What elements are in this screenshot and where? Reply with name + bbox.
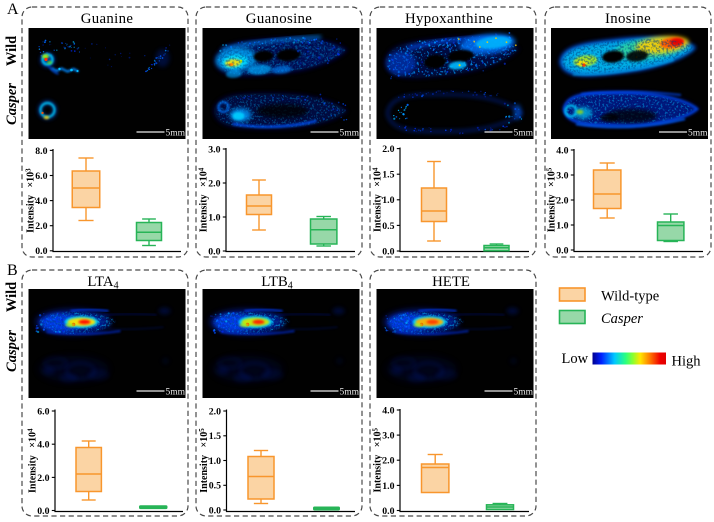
svg-text:Intensity ×105: Intensity ×105: [198, 428, 210, 493]
svg-text:3.0: 3.0: [382, 431, 394, 442]
svg-text:Low: Low: [562, 351, 589, 367]
svg-text:Casper: Casper: [4, 330, 20, 372]
svg-text:1.0: 1.0: [556, 220, 568, 231]
svg-text:5mm: 5mm: [340, 129, 360, 139]
svg-text:Intensity ×104: Intensity ×104: [371, 167, 383, 232]
svg-text:0.0: 0.0: [208, 246, 220, 257]
svg-text:Intensity ×104: Intensity ×104: [197, 167, 209, 232]
svg-text:3.0: 3.0: [208, 144, 220, 155]
svg-text:Intensity ×105: Intensity ×105: [371, 428, 383, 493]
svg-text:Wild: Wild: [4, 36, 20, 66]
svg-text:4.0: 4.0: [556, 145, 568, 156]
svg-text:1.0: 1.0: [208, 212, 220, 223]
svg-text:0.0: 0.0: [37, 506, 49, 517]
svg-text:4.0: 4.0: [382, 405, 394, 416]
svg-text:Intensity ×103: Intensity ×103: [24, 168, 36, 233]
svg-text:0.0: 0.0: [35, 246, 47, 257]
svg-text:2.0: 2.0: [382, 456, 394, 467]
svg-text:3.0: 3.0: [556, 170, 568, 181]
svg-text:Guanosine: Guanosine: [246, 11, 313, 27]
svg-text:5mm: 5mm: [688, 129, 708, 139]
svg-text:Guanine: Guanine: [81, 11, 134, 27]
svg-text:Intensity ×105: Intensity ×105: [545, 167, 557, 232]
svg-text:5mm: 5mm: [166, 388, 186, 398]
svg-text:Hypoxanthine: Hypoxanthine: [405, 11, 493, 27]
svg-text:2.0: 2.0: [37, 473, 49, 484]
svg-text:0.5: 0.5: [209, 481, 221, 492]
svg-text:2.0: 2.0: [209, 406, 221, 417]
svg-text:A: A: [7, 1, 19, 18]
svg-text:2.0: 2.0: [556, 195, 568, 206]
svg-text:8.0: 8.0: [35, 146, 47, 157]
svg-text:Inosine: Inosine: [605, 11, 651, 27]
svg-text:2.0: 2.0: [35, 221, 47, 232]
svg-text:Wild-type: Wild-type: [601, 289, 659, 305]
svg-text:4.0: 4.0: [37, 440, 49, 451]
svg-text:HETE: HETE: [432, 274, 470, 290]
svg-text:2.0: 2.0: [208, 178, 220, 189]
svg-text:0.5: 0.5: [382, 221, 394, 232]
svg-text:1.0: 1.0: [382, 195, 394, 206]
svg-text:LTA4: LTA4: [87, 274, 118, 292]
svg-text:1.5: 1.5: [209, 431, 221, 442]
svg-text:0.0: 0.0: [209, 505, 221, 516]
svg-text:5mm: 5mm: [340, 388, 360, 398]
svg-text:High: High: [672, 354, 702, 370]
svg-text:Wild: Wild: [4, 282, 20, 312]
svg-text:1.5: 1.5: [382, 170, 394, 181]
svg-text:0.0: 0.0: [382, 506, 394, 517]
svg-text:4.0: 4.0: [35, 196, 47, 207]
svg-text:5mm: 5mm: [166, 129, 186, 139]
svg-text:6.0: 6.0: [35, 171, 47, 182]
svg-text:1.0: 1.0: [382, 481, 394, 492]
svg-text:0.0: 0.0: [382, 246, 394, 257]
svg-text:6.0: 6.0: [37, 406, 49, 417]
svg-text:5mm: 5mm: [514, 129, 534, 139]
svg-text:1.0: 1.0: [209, 456, 221, 467]
svg-text:Casper: Casper: [4, 83, 20, 125]
svg-text:0.0: 0.0: [556, 245, 568, 256]
svg-text:Intensity ×104: Intensity ×104: [26, 428, 38, 493]
svg-text:B: B: [7, 262, 18, 279]
svg-text:LTB4: LTB4: [261, 274, 293, 292]
svg-text:2.0: 2.0: [382, 144, 394, 155]
svg-text:Casper: Casper: [601, 311, 643, 327]
svg-text:5mm: 5mm: [514, 388, 534, 398]
